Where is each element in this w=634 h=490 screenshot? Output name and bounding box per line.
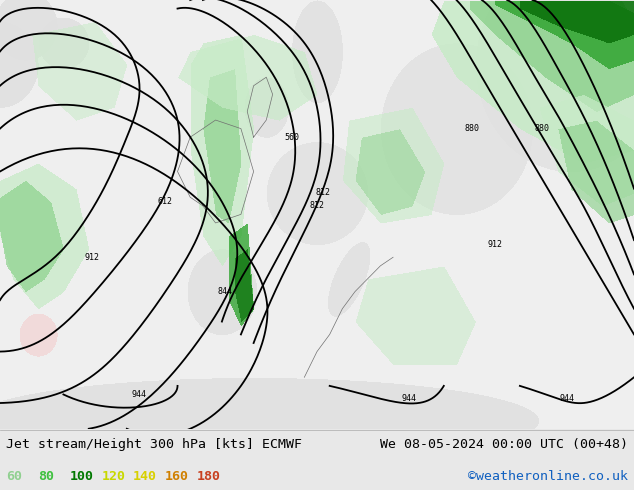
Text: 100: 100 <box>70 470 94 483</box>
Text: 812: 812 <box>309 201 325 210</box>
Text: 912: 912 <box>487 240 502 249</box>
Text: 812: 812 <box>316 189 331 197</box>
Text: 560: 560 <box>284 133 299 142</box>
Text: 140: 140 <box>133 470 157 483</box>
Text: 120: 120 <box>101 470 126 483</box>
Text: ©weatheronline.co.uk: ©weatheronline.co.uk <box>468 470 628 483</box>
Text: 844: 844 <box>217 287 233 296</box>
Text: 60: 60 <box>6 470 22 483</box>
Text: 944: 944 <box>401 394 417 403</box>
Text: 180: 180 <box>197 470 221 483</box>
Text: We 08-05-2024 00:00 UTC (00+48): We 08-05-2024 00:00 UTC (00+48) <box>380 438 628 451</box>
Text: 612: 612 <box>157 197 172 206</box>
Text: 944: 944 <box>560 394 575 403</box>
Text: Jet stream/Height 300 hPa [kts] ECMWF: Jet stream/Height 300 hPa [kts] ECMWF <box>6 438 302 451</box>
Text: 944: 944 <box>132 390 147 399</box>
Text: 880: 880 <box>534 124 550 133</box>
Text: 912: 912 <box>84 253 100 262</box>
Text: 160: 160 <box>165 470 189 483</box>
Text: 880: 880 <box>465 124 480 133</box>
Text: 80: 80 <box>38 470 54 483</box>
